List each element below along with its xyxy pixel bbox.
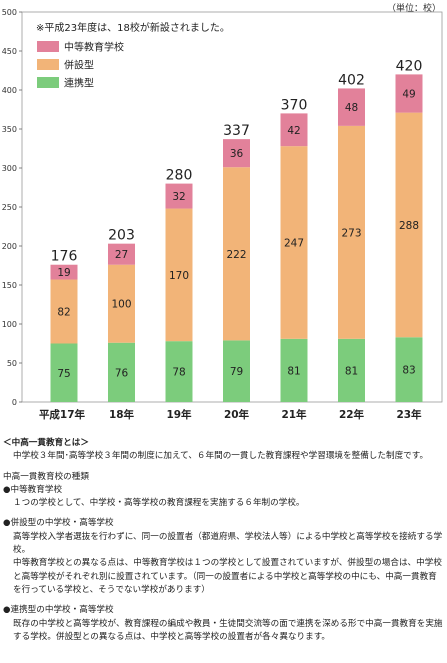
y-tick-label: 100: [2, 320, 17, 329]
type-combined-body-2: 中等教育学校との異なる点は、中等教育学校は１つの学校として設置されていますが、併…: [13, 558, 442, 595]
bar-segment-integrated: [165, 183, 193, 209]
bar-total-label: 176: [51, 249, 78, 265]
segment-value-label: 100: [111, 299, 131, 311]
types-title: 中高一貫教育校の種類: [3, 471, 89, 482]
chart-annotation: ※平成23年度は、18校が新設されました。: [36, 21, 230, 34]
x-tick-label: 平成17年: [39, 408, 86, 421]
segment-value-label: 36: [230, 148, 244, 160]
segment-value-label: 247: [284, 237, 304, 249]
bar-total-label: 370: [281, 97, 308, 113]
segment-value-label: 78: [172, 367, 185, 379]
bar-total-label: 203: [108, 228, 135, 244]
bar-chart: 0 50 100 150 200 250 300 350 400 450 500 75 82 19 176…: [2, 8, 443, 421]
type-integrated-title: ●中等教育学校: [3, 484, 63, 495]
bar-segment-integrated: [280, 113, 308, 147]
type-integrated-body: １つの学校として、中学校・高等学校の教育課程を実施する６年制の学校。: [13, 498, 305, 509]
segment-value-label: 82: [57, 307, 70, 319]
unit-label: （単位：校）: [386, 4, 441, 14]
notes-section: ＜中高一貫教育とは＞ 中学校３年間･高等学校３年間の制度に加えて、６年間の一貫し…: [3, 437, 445, 644]
bar-segment-integrated: [108, 243, 135, 265]
x-axis-labels: 平成17年 18年 19年 20年 21年 22年 23年: [39, 408, 422, 421]
y-tick-label: 200: [2, 242, 17, 251]
y-tick-label: 500: [2, 8, 17, 17]
bar-segment-linked: [223, 340, 250, 402]
bar-total-label: 402: [338, 72, 365, 88]
segment-value-label: 19: [57, 267, 70, 279]
y-tick-label: 400: [2, 86, 17, 95]
y-tick-label: 350: [2, 125, 17, 134]
segment-value-label: 32: [172, 191, 185, 203]
legend-label: 併設型: [64, 59, 94, 72]
type-linked-body: 既存の中学校と高等学校が、教育課程の編成や教員・生徒間交流等の面で連携を深める形…: [13, 618, 443, 642]
bar-segment-linked: [108, 342, 135, 402]
segment-value-label: 49: [402, 89, 415, 101]
legend-swatch-linked: [37, 77, 59, 88]
x-tick-label: 22年: [339, 408, 365, 421]
segment-value-label: 79: [230, 366, 243, 378]
notes-title: ＜中高一貫教育とは＞: [3, 438, 89, 448]
segment-value-label: 27: [115, 249, 128, 261]
segment-value-label: 76: [115, 367, 129, 379]
bar-segment-integrated: [50, 264, 78, 280]
bars: 75 82 19 176 76 100 27 203 78 170 32 280 79 222 36 337 8…: [50, 58, 423, 402]
bar-total-label: 337: [223, 123, 250, 139]
bar-segment-combined: [50, 279, 78, 344]
y-tick-label: 150: [2, 281, 17, 290]
y-axis: 0 50 100 150 200 250 300 350 400 450 500: [2, 8, 22, 407]
segment-value-label: 42: [287, 125, 300, 137]
y-tick-label: 250: [2, 203, 17, 212]
bar-segment-combined: [165, 208, 193, 342]
bar-segment-linked: [338, 338, 365, 402]
bar-segment-linked: [165, 341, 193, 402]
bar-segment-linked: [395, 337, 423, 402]
segment-value-label: 170: [169, 270, 189, 282]
notes-intro: 中学校３年間･高等学校３年間の制度に加えて、６年間の一貫した教育課程や学習環境を…: [13, 451, 429, 462]
x-tick-label: 18年: [109, 408, 135, 421]
bar-segment-integrated: [338, 88, 365, 126]
legend-label: 中等教育学校: [64, 41, 124, 54]
bar-segment-integrated: [395, 74, 423, 113]
y-tick-label: 50: [7, 359, 17, 368]
bar-segment-linked: [50, 343, 78, 402]
segment-value-label: 222: [226, 249, 246, 261]
segment-value-label: 273: [341, 227, 361, 239]
bar-segment-combined: [108, 264, 135, 343]
bar-total-label: 280: [166, 168, 193, 184]
bar-segment-linked: [280, 338, 308, 402]
x-tick-label: 20年: [224, 408, 250, 421]
y-tick-label: 300: [2, 164, 17, 173]
segment-value-label: 75: [57, 368, 70, 380]
bar-segment-combined: [395, 112, 423, 338]
x-tick-label: 19年: [166, 408, 192, 421]
type-combined-title: ●併設型の中学校・高等学校: [3, 518, 114, 529]
bar-total-label: 420: [396, 58, 423, 74]
bar-segment-integrated: [223, 139, 250, 168]
legend-swatch-combined: [37, 59, 59, 70]
segment-value-label: 48: [345, 102, 358, 114]
y-tick-label: 450: [2, 47, 17, 56]
segment-value-label: 81: [345, 365, 358, 377]
bar-segment-combined: [280, 146, 308, 339]
x-tick-label: 21年: [281, 408, 307, 421]
y-tick-label: 0: [12, 398, 17, 407]
type-linked-title: ●連携型の中学校・高等学校: [3, 605, 114, 616]
legend-label: 連携型: [64, 77, 94, 90]
segment-value-label: 81: [287, 365, 300, 377]
segment-value-label: 288: [399, 220, 419, 232]
type-combined-body-1: 高等学校入学者選抜を行わずに、同一の設置者（都道府県、学校法人等）による中学校と…: [13, 531, 443, 556]
segment-value-label: 83: [402, 365, 415, 377]
legend-swatch-integrated: [37, 41, 59, 52]
bar-segment-combined: [338, 125, 365, 339]
x-tick-label: 23年: [396, 408, 422, 421]
bar-segment-combined: [223, 167, 250, 341]
